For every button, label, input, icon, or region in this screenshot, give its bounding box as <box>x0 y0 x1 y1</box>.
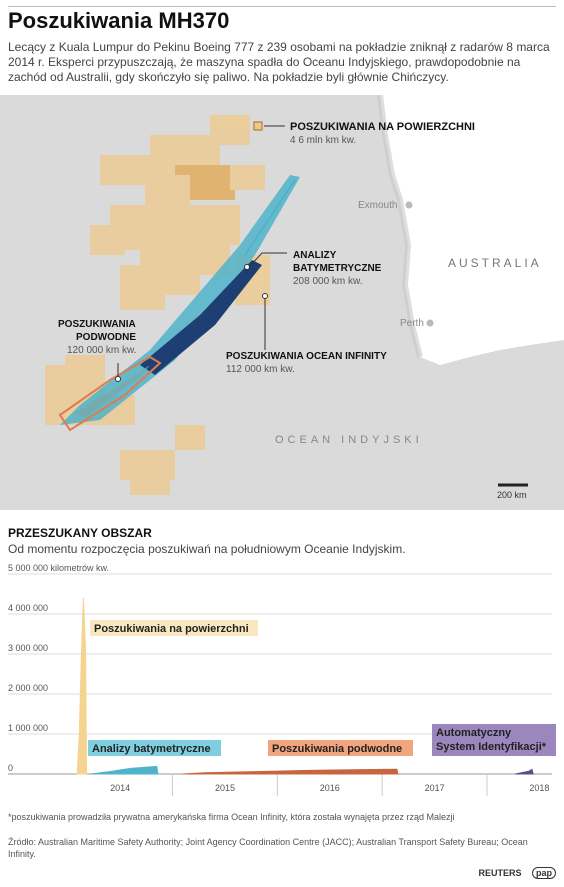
series-label: Automatyczny <box>436 727 512 739</box>
surface-block <box>190 205 240 245</box>
source-text: Źródło: Australian Maritime Safety Autho… <box>8 837 528 859</box>
series-area <box>76 597 88 775</box>
y-unit-label: 5 000 000 kilometrów kw. <box>8 563 109 573</box>
series-label-box <box>90 620 258 636</box>
x-tick-label: 2016 <box>320 783 340 793</box>
credits: REUTERS pap <box>470 867 556 879</box>
footnote: *poszukiwania prowadziła prywatna ameryk… <box>8 812 455 822</box>
series-area <box>515 768 534 775</box>
underwater-value: 120 000 km kw. <box>67 345 136 356</box>
surface-block <box>210 115 250 145</box>
underwater-dot <box>115 376 121 382</box>
series-label-box <box>88 740 221 756</box>
page-title: Poszukiwania MH370 <box>8 8 230 33</box>
section-title: PRZESZUKANY OBSZAR <box>8 526 152 540</box>
bathy-label-1: ANALIZY <box>293 250 337 261</box>
x-tick-label: 2017 <box>425 783 445 793</box>
series-label-box <box>432 724 556 756</box>
intro-text: Lecący z Kuala Lumpur do Pekinu Boeing 7… <box>8 40 550 84</box>
x-tick-label: 2014 <box>110 783 130 793</box>
y-tick-label: 3 000 000 <box>8 643 48 653</box>
y-tick-label: 4 000 000 <box>8 603 48 613</box>
coast-shade <box>377 95 423 358</box>
underwater-area <box>58 355 162 432</box>
bathymetry-area <box>60 175 300 425</box>
surface-block <box>175 425 205 450</box>
underwater-label-2: PODWODNE <box>76 332 136 343</box>
x-tick-label: 2018 <box>529 783 549 793</box>
section-subtitle: Od momentu rozpoczęcia poszukiwań na poł… <box>8 542 406 556</box>
australia-land <box>380 95 564 365</box>
search-map: POSZUKIWANIA NA POWIERZCHNI 4 6 mln km k… <box>0 95 564 510</box>
series-area <box>182 768 399 775</box>
reuters-logo: REUTERS <box>478 868 522 878</box>
surface-value: 4 6 mln km kw. <box>290 135 356 146</box>
y-tick-label: 0 <box>8 763 13 773</box>
surface-block <box>145 175 190 205</box>
series-label-box <box>268 740 413 756</box>
bathy-dot <box>244 264 250 270</box>
underwater-label-1: POSZUKIWANIA <box>58 319 136 330</box>
bathy-leader <box>248 252 287 268</box>
bathymetry-line <box>244 179 296 256</box>
series-area <box>90 765 159 775</box>
surface-block <box>90 225 125 255</box>
series-label: Poszukiwania na powierzchni <box>94 623 249 635</box>
ocean-infinity-area <box>140 260 262 375</box>
surface-search-areas <box>45 115 270 495</box>
pap-logo: pap <box>531 867 556 879</box>
oi-dot <box>262 293 268 299</box>
area-chart: 5 000 000 kilometrów kw. 4 000 000 3 000 0… <box>8 563 556 796</box>
surface-legend-swatch <box>253 121 263 131</box>
y-tick-label: 1 000 000 <box>8 723 48 733</box>
ocean-label: OCEAN INDYJSKI <box>275 434 423 446</box>
series-label: Analizy batymetryczne <box>92 743 211 755</box>
top-rule <box>8 6 556 7</box>
perth-dot <box>426 319 434 327</box>
oi-label: POSZUKIWANIA OCEAN INFINITY <box>226 351 387 362</box>
surface-block <box>230 165 265 190</box>
y-tick-label: 2 000 000 <box>8 683 48 693</box>
underwater-fill <box>75 365 150 417</box>
series-label: Poszukiwania podwodne <box>272 743 402 755</box>
australia-label: AUSTRALIA <box>448 256 542 270</box>
x-tick-label: 2015 <box>215 783 235 793</box>
surface-block <box>120 265 165 310</box>
exmouth-dot <box>405 201 413 209</box>
perth-label: Perth <box>400 318 424 329</box>
surface-block <box>65 355 105 385</box>
bathy-label-2: BATYMETRYCZNE <box>293 263 382 274</box>
surface-block <box>130 470 170 495</box>
bathy-value: 208 000 km kw. <box>293 276 362 287</box>
surface-label: POSZUKIWANIA NA POWIERZCHNI <box>290 121 475 133</box>
exmouth-label: Exmouth <box>358 200 397 211</box>
scale-label: 200 km <box>497 490 527 500</box>
series-label: System Identyfikacji* <box>436 741 547 753</box>
oi-value: 112 000 km kw. <box>226 364 295 375</box>
